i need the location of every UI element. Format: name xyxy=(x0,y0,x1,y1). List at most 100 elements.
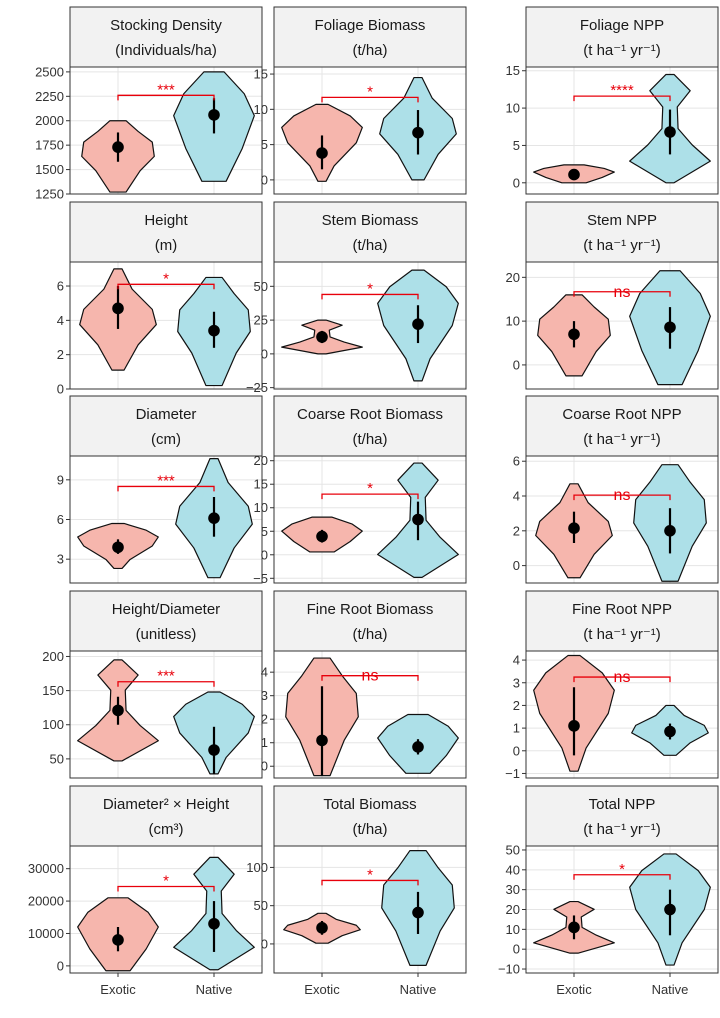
mean-point xyxy=(568,168,580,181)
y-tick-label: 50 xyxy=(254,279,268,294)
y-tick-label: 0 xyxy=(261,547,268,562)
plot-frame xyxy=(69,845,263,974)
y-tick-label: 0 xyxy=(57,958,64,973)
y-tick-label: 50 xyxy=(254,898,268,913)
plot-frame xyxy=(69,455,263,584)
mean-point xyxy=(316,922,328,934)
panel-title-line: Fine Root NPP xyxy=(572,601,672,618)
y-tick-label: 4 xyxy=(261,665,268,680)
y-tick-label: 0 xyxy=(513,743,520,758)
panel-7: Coarse Root Biomass (t/ha) −5 0 5 10 15 20 * xyxy=(253,395,467,586)
panel-8: Coarse Root NPP (t ha⁻¹ yr⁻¹) 0 2 4 6 ns xyxy=(513,395,719,584)
y-tick-label: −25 xyxy=(246,380,268,395)
panel-1: Foliage Biomass (t/ha) 0 5 10 15 * xyxy=(254,6,467,195)
plot-frame xyxy=(525,66,719,195)
panel-strip xyxy=(525,785,719,847)
mean-point xyxy=(412,513,424,526)
significance-label: ns xyxy=(614,669,631,686)
y-tick-label: 20 xyxy=(506,270,520,285)
y-tick-label: 10 xyxy=(506,314,520,329)
panel-title-line: Coarse Root NPP xyxy=(562,406,681,423)
panel-title-line: (t/ha) xyxy=(352,626,387,643)
significance-label: ns xyxy=(362,668,379,685)
mean-point xyxy=(208,512,220,524)
y-tick-label: −10 xyxy=(498,962,520,977)
panel-strip xyxy=(273,785,467,847)
y-tick-label: 30000 xyxy=(28,861,64,876)
significance-bracket xyxy=(573,291,671,297)
significance-label: * xyxy=(367,866,373,883)
panel-0: Stocking Density (Individuals/ha) 1250 1500… xyxy=(35,6,263,202)
mean-point xyxy=(664,903,676,916)
panel-title-line: (t ha⁻¹ yr⁻¹) xyxy=(583,431,661,448)
panel-strip xyxy=(69,6,263,68)
significance-bracket xyxy=(573,95,671,102)
panel-title-line: Coarse Root Biomass xyxy=(297,406,443,423)
y-tick-label: 10 xyxy=(506,101,520,116)
plot-frame xyxy=(69,650,263,779)
panel-title-line: (t ha⁻¹ yr⁻¹) xyxy=(583,626,661,643)
significance-label: *** xyxy=(157,472,175,489)
x-tick-label: Exotic xyxy=(100,982,136,997)
mean-point xyxy=(316,734,328,747)
mean-point xyxy=(412,741,424,753)
panel-12: Diameter² × Height (cm³) 0 10000 20000 30000 *… xyxy=(28,785,263,997)
significance-label: *** xyxy=(157,668,175,685)
significance-bracket xyxy=(321,293,419,300)
y-tick-label: 100 xyxy=(42,717,64,732)
mean-point xyxy=(568,522,580,534)
mean-point xyxy=(316,147,328,159)
significance-label: *** xyxy=(157,81,175,98)
y-tick-label: 1 xyxy=(261,735,268,750)
panel-5: Stem NPP (t ha⁻¹ yr⁻¹) 0 10 20 ns xyxy=(506,201,719,390)
panel-title-line: Foliage NPP xyxy=(580,17,664,34)
panel-title-line: Height/Diameter xyxy=(112,601,220,618)
y-tick-label: 1250 xyxy=(35,187,64,202)
plot-frame xyxy=(273,845,467,974)
y-tick-label: 2000 xyxy=(35,113,64,128)
mean-point xyxy=(208,324,220,337)
mean-point xyxy=(112,704,124,717)
y-tick-label: 0 xyxy=(513,357,520,372)
y-tick-label: 2 xyxy=(513,698,520,713)
mean-point xyxy=(112,934,124,946)
significance-bracket xyxy=(321,493,419,500)
y-tick-label: 4 xyxy=(513,653,520,668)
panel-14: Total NPP (t ha⁻¹ yr⁻¹) −10 0 10 20 30 40 50 * Exo… xyxy=(498,785,719,997)
y-tick-label: 10000 xyxy=(28,926,64,941)
y-tick-label: 4 xyxy=(57,313,64,328)
panel-11: Fine Root NPP (t ha⁻¹ yr⁻¹) −1 0 1 2 3 4 ns xyxy=(505,590,719,781)
panel-strip xyxy=(525,395,719,457)
y-tick-label: 200 xyxy=(42,649,64,664)
significance-bracket xyxy=(321,96,419,103)
panel-title-line: (t ha⁻¹ yr⁻¹) xyxy=(583,237,661,254)
plot-frame xyxy=(273,66,467,195)
mean-point xyxy=(208,917,220,930)
y-tick-label: 100 xyxy=(246,860,268,875)
panel-title-line: (cm) xyxy=(151,431,181,448)
panel-title-line: (Individuals/ha) xyxy=(115,42,217,59)
y-tick-label: 50 xyxy=(506,842,520,857)
panel-strip xyxy=(69,395,263,457)
plot-frame xyxy=(273,650,467,779)
y-tick-label: 1 xyxy=(513,721,520,736)
y-tick-label: 9 xyxy=(57,472,64,487)
panel-strip xyxy=(525,590,719,652)
plot-frame xyxy=(273,261,467,390)
mean-point xyxy=(664,725,676,738)
x-tick-label: Native xyxy=(400,982,437,997)
panel-title-line: Fine Root Biomass xyxy=(307,601,434,618)
y-tick-label: 6 xyxy=(57,279,64,294)
panel-strip xyxy=(69,201,263,263)
mean-point xyxy=(208,744,220,756)
mean-point xyxy=(112,302,124,315)
significance-label: ns xyxy=(614,284,631,301)
plot-frame xyxy=(525,845,719,974)
y-tick-label: 2250 xyxy=(35,89,64,104)
panel-title-line: Total NPP xyxy=(589,796,656,813)
y-tick-label: 0 xyxy=(261,346,268,361)
mean-point xyxy=(208,109,220,121)
significance-label: * xyxy=(163,872,169,889)
y-tick-label: 0 xyxy=(261,759,268,774)
y-tick-label: 20 xyxy=(506,902,520,917)
